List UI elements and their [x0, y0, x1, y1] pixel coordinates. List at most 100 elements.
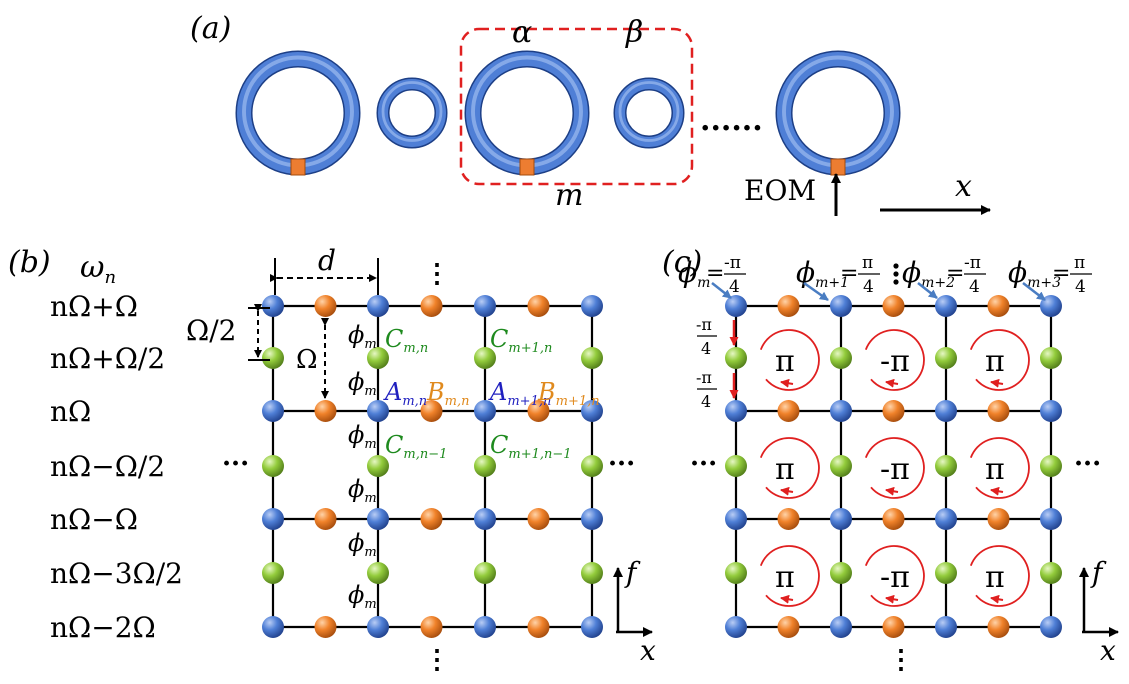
phi-label: ϕm [348, 529, 377, 560]
ellipsis-left: ··· [690, 449, 717, 479]
phase-numerator: -π [724, 253, 741, 273]
flux-label: π [985, 452, 1005, 487]
flux-loop-arc [759, 545, 820, 607]
site-c [830, 562, 852, 584]
site-a [725, 508, 747, 530]
frequency-label: nΩ−Ω/2 [50, 450, 165, 483]
site-a [935, 400, 957, 422]
flux-label: -π [880, 452, 910, 487]
site-b [527, 295, 550, 317]
site-a [367, 400, 389, 422]
flux-loop-arrow [885, 378, 899, 388]
site-c [830, 455, 852, 477]
lattice-c [725, 295, 1062, 638]
site-c [725, 455, 747, 477]
eom-modulator [519, 158, 535, 176]
site-b [420, 295, 443, 317]
flux-loop-arrow [780, 486, 794, 496]
site-label-a-m1n: Am+1,n [488, 378, 551, 409]
site-c [935, 455, 957, 477]
lattice-b [262, 295, 603, 638]
site-b [314, 295, 337, 317]
x-axis-label: x [1100, 634, 1116, 667]
half-omega-label: Ω/2 [186, 314, 236, 347]
flux-loop-arrow [780, 594, 794, 604]
site-a [725, 616, 747, 638]
site-c [262, 562, 284, 584]
phase-numerator: π [862, 253, 873, 273]
flux-loop-arrow [990, 486, 1004, 496]
site-a [474, 295, 496, 317]
ellipsis-dot [893, 263, 899, 269]
flux-loop-arc [969, 545, 1030, 607]
ellipsis-bottom: ⋮ [888, 645, 914, 675]
flux-loop-arrow [990, 378, 1004, 388]
flux-loop-arc [864, 437, 925, 499]
unit-cell-box [459, 27, 694, 186]
site-a [725, 295, 747, 317]
site-b [777, 508, 800, 530]
phase-denominator: 4 [1075, 277, 1086, 297]
phase-numerator: -π [964, 253, 981, 273]
phi-label: ϕm [348, 368, 377, 399]
site-b [527, 508, 550, 530]
f-axis-label: f [624, 556, 641, 589]
site-b [987, 400, 1010, 422]
phase-pointer-arrow [803, 281, 829, 302]
site-a [830, 400, 852, 422]
site-a [1040, 508, 1062, 530]
phase-label: ϕm [678, 256, 710, 291]
ellipsis-bottom: ⋮ [424, 645, 450, 675]
panel-b: (b) ωn nΩ+Ω nΩ+Ω/2 nΩ nΩ−Ω/2 nΩ−Ω nΩ−3Ω/2 nΩ−2… [8, 244, 656, 675]
flux-loops: π -π π π -π π π -π π [759, 329, 1030, 607]
ring-highlight [618, 81, 680, 142]
phase-labels: ϕm= -π4 ϕm+1= π4 ϕm+2= -π4 ϕm+3= π4 [678, 253, 1092, 297]
d-label: d [318, 244, 336, 277]
side-phase-den: 4 [701, 392, 711, 411]
phase-equals: = [840, 261, 858, 286]
phase-equals: = [1052, 261, 1070, 286]
phase-pointer-arrow [1022, 282, 1046, 301]
flux-loop-arc [864, 329, 925, 391]
site-b [527, 400, 550, 422]
flux-label: π [985, 344, 1005, 379]
flux-label: π [985, 560, 1005, 595]
site-a [725, 400, 747, 422]
ellipsis-right: ··· [1074, 449, 1101, 479]
flux-loop-arrow [885, 594, 899, 604]
flux-loop-arrow [990, 594, 1004, 604]
panel-a: (a) α β m ...... EOM x [190, 11, 991, 216]
site-a [474, 616, 496, 638]
eom-label: EOM [744, 174, 816, 207]
side-phase-den: 4 [701, 339, 711, 358]
site-label-b-m1n: Bm+1,n [537, 378, 600, 409]
f-axis-label: f [1090, 556, 1107, 589]
site-label-c-m1n1: Cm+1,n−1 [490, 431, 572, 462]
phase-pointer-arrow [711, 282, 732, 299]
site-c [725, 347, 747, 369]
flux-loop-arc [759, 329, 820, 391]
site-c [367, 562, 389, 584]
panel-c-label: (c) [662, 245, 702, 280]
phase-equals: = [946, 261, 964, 286]
ring-highlight [471, 55, 583, 168]
phi-label: ϕm [348, 421, 377, 452]
ellipsis-left: ··· [222, 449, 249, 479]
ring-highlight [782, 55, 894, 168]
site-b [882, 400, 905, 422]
eom-modulator [290, 158, 306, 176]
site-label-c-mn: Cm,n [385, 325, 428, 356]
x-axis-label: x [640, 634, 656, 667]
frequency-label: nΩ [50, 395, 91, 428]
ring-highlight [242, 55, 354, 168]
flux-loop-arc [759, 437, 820, 499]
flux-label: π [775, 452, 795, 487]
site-a [935, 508, 957, 530]
site-b [987, 508, 1010, 530]
site-a [262, 295, 284, 317]
flux-label: π [775, 560, 795, 595]
phase-denominator: 4 [863, 277, 874, 297]
freq-header: ωn [80, 250, 116, 288]
site-label-c-m1n: Cm+1,n [490, 325, 552, 356]
ellipsis-top: ⋮ [424, 259, 450, 289]
